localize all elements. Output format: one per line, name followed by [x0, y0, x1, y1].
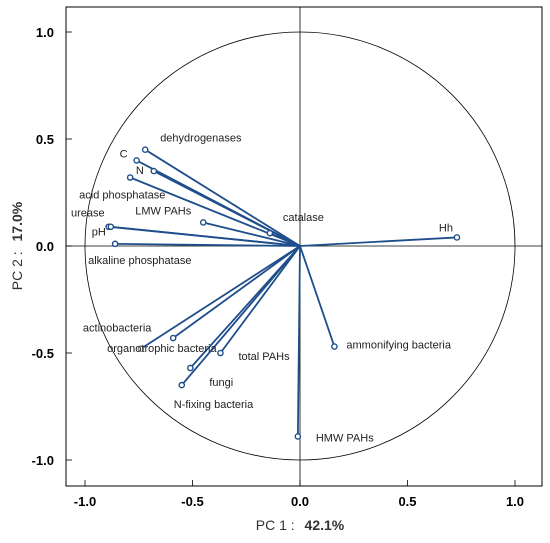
point-n-fixing-bacteria — [178, 381, 186, 389]
point-catalase — [266, 229, 274, 237]
vector-n-fixing-bacteria — [181, 245, 301, 386]
point-fungi — [187, 364, 194, 372]
label-c: C — [120, 148, 128, 160]
x-tick-label: -1.0 — [74, 494, 96, 509]
point-c — [133, 157, 140, 164]
x-tick-label: 0.5 — [398, 494, 416, 509]
x-axis-label: PC 1 : — [256, 517, 295, 533]
y-tick-label: 0.0 — [36, 239, 54, 254]
label-organotrophic-bacteria: organotrophic bacteria — [107, 343, 217, 355]
y-tick-label: 1.0 — [36, 25, 54, 40]
label-fungi: fungi — [209, 377, 233, 389]
x-tick-label: -0.5 — [181, 494, 203, 509]
vector-actinobacteria — [140, 245, 301, 350]
vector-catalase — [269, 232, 301, 247]
label-hmw-pahs: HMW PAHs — [316, 432, 374, 444]
x-axis-variance: 42.1% — [305, 517, 345, 533]
vector-alkaline-phosphatase — [115, 242, 301, 247]
label-catalase: catalase — [283, 212, 324, 224]
x-tick-label: 1.0 — [506, 494, 524, 509]
vector-total-pahs — [219, 245, 301, 354]
y-axis-variance: 17.0% — [9, 201, 25, 241]
vector-ph — [110, 225, 301, 247]
label-dehydrogenases: dehydrogenases — [160, 133, 242, 145]
vector-lmw-pahs — [203, 221, 301, 247]
vector-organotrophic-bacteria — [172, 245, 301, 339]
point-ammonifying-bacteria — [331, 343, 338, 350]
label-alkaline-phosphatase: alkaline phosphatase — [88, 255, 191, 267]
label-ammonifying-bacteria: ammonifying bacteria — [346, 340, 451, 352]
y-tick-label: 0.5 — [36, 132, 54, 147]
vector-dehydrogenases — [144, 148, 301, 247]
point-hh — [453, 234, 461, 241]
label-n-fixing-bacteria: N-fixing bacteria — [174, 399, 254, 411]
point-lmw-pahs — [199, 219, 207, 226]
label-acid-phosphatase: acid phosphatase — [79, 190, 165, 202]
y-tick-label: -0.5 — [32, 346, 54, 361]
vector-hh — [299, 236, 457, 247]
vector-hmw-pahs — [296, 245, 301, 437]
point-hmw-pahs — [294, 433, 302, 440]
point-acid-phosphatase — [126, 174, 134, 181]
label-hh: Hh — [439, 222, 453, 234]
point-total-pahs — [217, 349, 224, 357]
x-axis-title: PC 1 : 42.1% — [256, 517, 345, 533]
point-actinobacteria — [137, 345, 145, 353]
vector-ammonifying-bacteria — [299, 245, 336, 347]
label-n: N — [136, 165, 144, 177]
point-organotrophic-bacteria — [169, 334, 177, 342]
label-ph: pH — [92, 227, 106, 239]
y-tick-label: -1.0 — [32, 453, 54, 468]
tick-layer: -1.0 -0.5 0.0 0.5 1.0 -1.0 -0.5 0.0 0.5 1.0 — [32, 25, 524, 509]
label-lmw-pahs: LMW PAHs — [135, 205, 192, 217]
label-urease: urease — [71, 208, 105, 220]
label-actinobacteria: actinobacteria — [83, 323, 152, 335]
point-alkaline-phosphatase — [111, 240, 119, 248]
point-ph — [107, 223, 115, 231]
vector-n — [153, 170, 301, 247]
x-tick-label: 0.0 — [291, 494, 309, 509]
vector-layer — [105, 146, 461, 440]
y-axis-title: PC 2 : 17.0% — [9, 201, 25, 290]
plot-frame — [65, 6, 543, 487]
label-total-pahs: total PAHs — [238, 351, 290, 363]
point-dehydrogenases — [141, 146, 149, 153]
y-axis-label: PC 2 : — [9, 251, 25, 290]
point-n — [150, 167, 158, 175]
